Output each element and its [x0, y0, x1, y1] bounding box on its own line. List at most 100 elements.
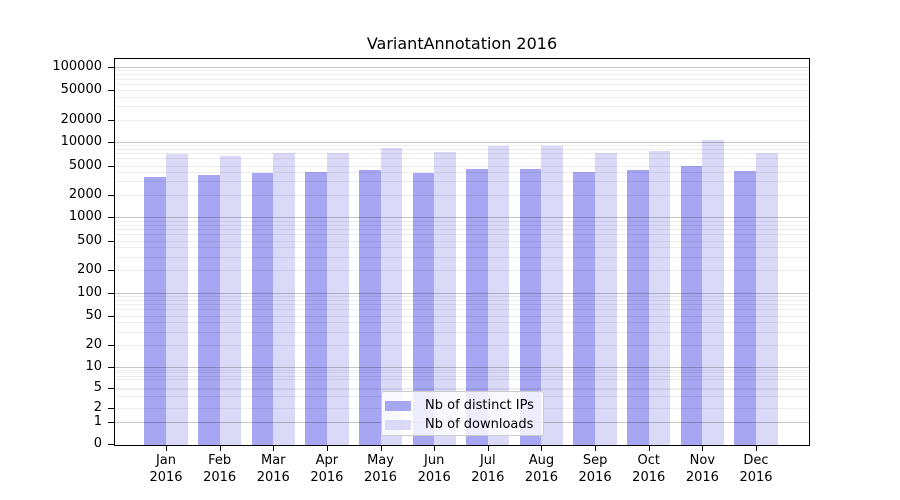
x-tick-month: Aug	[528, 453, 555, 468]
y-tick-mark	[108, 315, 114, 317]
plot-area	[114, 58, 810, 446]
gridline-minor	[115, 229, 809, 231]
gridline-minor	[115, 153, 809, 155]
gridline-minor	[115, 247, 809, 249]
x-tick-mark	[487, 446, 489, 451]
gridline-minor	[115, 234, 809, 236]
x-tick-mark	[219, 446, 221, 451]
x-tick-month: Feb	[208, 453, 232, 468]
y-tick-label: 50	[85, 307, 102, 323]
x-tick-year: 2016	[256, 470, 290, 485]
x-tick-label: Sep 2016	[565, 452, 625, 486]
legend-swatch-downloads	[385, 419, 411, 430]
y-tick-mark	[108, 240, 114, 242]
x-tick-year: 2016	[203, 470, 237, 485]
x-tick-month: May	[367, 453, 394, 468]
bar-downloads	[380, 148, 403, 445]
x-tick-mark	[541, 446, 543, 451]
gridline-minor	[115, 300, 809, 302]
gridline-minor	[115, 119, 809, 121]
gridline-minor	[115, 388, 809, 389]
gridline-major	[115, 141, 809, 143]
bar-downloads	[273, 152, 295, 445]
y-tick-label: 100	[77, 285, 102, 300]
bar-downloads	[648, 151, 671, 445]
gridline-minor	[115, 315, 809, 317]
gridline-minor	[115, 304, 809, 306]
bar-distinct-ips	[466, 169, 488, 445]
x-tick-label: May 2016	[351, 452, 411, 486]
bar-distinct-ips	[573, 171, 596, 445]
x-tick-mark	[380, 446, 382, 451]
gridline-minor	[115, 270, 809, 271]
x-tick-year: 2016	[578, 470, 612, 485]
legend-label-downloads: Nb of downloads	[425, 417, 534, 432]
y-tick-mark	[108, 141, 114, 143]
gridline-major	[115, 67, 809, 68]
x-tick-year: 2016	[524, 470, 558, 485]
y-tick-label: 100000	[52, 59, 102, 74]
chart-title: VariantAnnotation 2016	[366, 34, 558, 53]
bar-downloads	[434, 151, 456, 445]
y-tick-mark	[108, 270, 114, 271]
bar-downloads	[219, 156, 242, 445]
gridline-minor	[115, 379, 809, 381]
y-tick-mark	[108, 293, 114, 294]
gridline-minor	[115, 331, 809, 333]
y-tick-mark	[108, 90, 114, 91]
x-tick-month: Mar	[261, 453, 286, 468]
y-tick-label: 200	[77, 262, 102, 277]
x-tick-label: Aug 2016	[511, 452, 571, 486]
bar-downloads	[326, 152, 349, 445]
y-tick-mark	[108, 388, 114, 389]
bar-distinct-ips	[358, 170, 381, 445]
legend-item-distinct-ips: Nb of distinct IPs	[385, 396, 543, 415]
y-tick-mark	[108, 217, 114, 219]
gridline-minor	[115, 240, 809, 242]
gridline-minor	[115, 309, 809, 311]
x-tick-month: Dec	[743, 453, 769, 468]
gridline-minor	[115, 345, 809, 346]
x-tick-label: Apr 2016	[297, 452, 357, 486]
y-tick-label: 20	[85, 337, 102, 352]
x-tick-label: Jul 2016	[458, 452, 518, 486]
bar-distinct-ips	[412, 172, 435, 445]
x-tick-label: Feb 2016	[190, 452, 250, 486]
y-tick-mark	[108, 194, 114, 196]
y-tick-mark	[108, 119, 114, 121]
y-tick-mark	[108, 345, 114, 346]
gridline-minor	[115, 181, 809, 183]
x-tick-month: Nov	[689, 453, 716, 468]
y-tick-mark	[108, 67, 114, 68]
x-tick-mark	[326, 446, 328, 451]
y-tick-mark	[108, 422, 114, 423]
gridline-minor	[115, 372, 809, 374]
bar-distinct-ips	[519, 168, 542, 445]
y-tick-label: 5	[93, 380, 102, 395]
gridline-major	[115, 217, 809, 219]
gridline-minor	[115, 83, 809, 85]
gridline-minor	[115, 70, 809, 72]
x-tick-mark	[166, 446, 167, 451]
y-tick-label: 2000	[68, 186, 102, 202]
gridline-minor	[115, 106, 809, 108]
gridline-minor	[115, 145, 809, 147]
bar-downloads	[487, 146, 510, 445]
gridline-minor	[115, 220, 809, 222]
x-tick-label: Jun 2016	[404, 452, 464, 486]
bar-distinct-ips	[305, 171, 327, 445]
x-tick-year: 2016	[310, 470, 344, 485]
x-tick-month: Jan	[155, 453, 177, 468]
y-tick-label: 0	[93, 436, 102, 451]
gridline-major	[115, 293, 809, 294]
gridline-minor	[115, 322, 809, 324]
legend: Nb of distinct IPs Nb of downloads	[381, 391, 544, 436]
x-tick-year: 2016	[471, 470, 505, 485]
y-tick-label: 500	[77, 232, 102, 248]
legend-item-downloads: Nb of downloads	[385, 415, 543, 434]
gridline-minor	[115, 388, 809, 390]
gridline-minor	[115, 224, 809, 226]
y-tick-label: 1000	[68, 209, 102, 225]
legend-label-distinct-ips: Nb of distinct IPs	[425, 398, 534, 413]
